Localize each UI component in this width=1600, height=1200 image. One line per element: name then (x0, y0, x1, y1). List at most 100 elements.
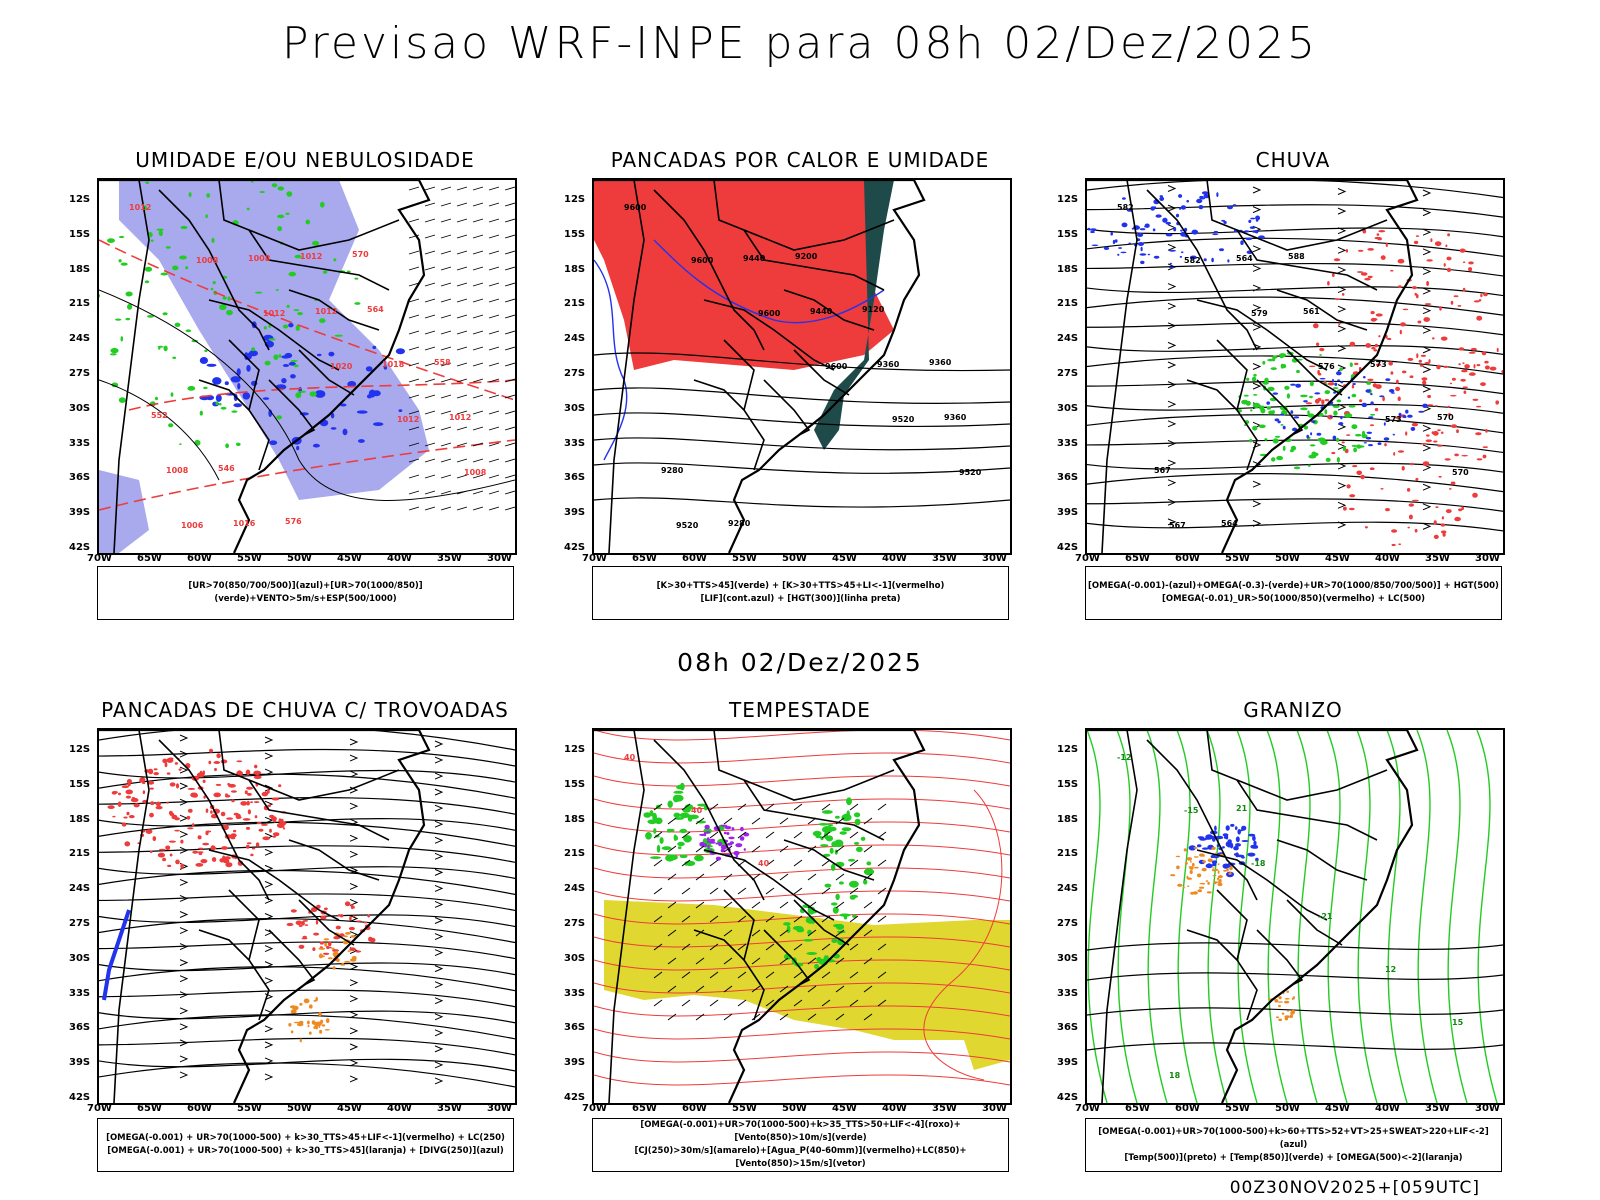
latitude-label: 24S (69, 333, 91, 345)
page-title: Previsao WRF-INPE para 08h 02/Dez/2025 (282, 18, 1318, 69)
map-borders (594, 180, 926, 553)
streamline-loop (923, 789, 1003, 1081)
legend-line: [UR>70(850/700/500)](azul)+[UR>70(1000/8… (188, 581, 423, 604)
longitude-label: 65W (632, 1103, 657, 1114)
contour-label: 558 (434, 358, 451, 367)
contour-label: 1012 (300, 252, 322, 261)
longitude-label: 50W (287, 553, 312, 564)
latitude-label: 42S (564, 1092, 586, 1103)
map-borders (99, 180, 431, 553)
wind-green-east (812, 797, 875, 920)
contour-label: 570 (1452, 468, 1469, 477)
latitude-label: 27S (69, 368, 91, 379)
latitude-label: 33S (1057, 437, 1079, 449)
panel-legend: [UR>70(850/700/500)](azul)+[UR>70(1000/8… (97, 566, 514, 620)
contour-label: 1008 (166, 466, 189, 475)
contour-label: -12 (1117, 753, 1131, 762)
legend-line: [Temp(500)](preto) + [Temp(850)](verde) … (1124, 1152, 1463, 1163)
map-canvas: 582 582 579 576 573 570 567 564 561 573 570 567 564 5… (1087, 180, 1503, 553)
longitude-label: 60W (187, 553, 212, 564)
contour-label: 552 (151, 411, 168, 420)
latitude-label: 15S (69, 228, 91, 240)
thunderstorm-red (107, 748, 287, 869)
heat-storms-red-area (594, 180, 894, 370)
legend-line: [K>30+TTS>45](verde) + [K>30+TTS>45+LI<-… (656, 581, 945, 591)
contour-label: 573 (1370, 360, 1387, 369)
latitude-label: 12S (564, 744, 586, 755)
longitude-label: 55W (732, 553, 757, 564)
contour-label: 582 (1184, 256, 1201, 265)
legend-line: [OMEGA(-0.01)_UR>50(1000/850)(vermelho) … (1161, 594, 1426, 604)
contour-label: 1008 (464, 468, 487, 477)
latitude-label: 30S (69, 402, 91, 414)
latitude-label: 30S (1057, 402, 1079, 414)
contour-label: -18 (1251, 859, 1266, 868)
longitude-label: 70W (582, 1103, 607, 1114)
latitude-label: 39S (564, 507, 586, 519)
contour-labels: 9600 9600 9600 9600 9520 9520 9520 9440 9440 9360… (624, 203, 982, 530)
latitude-label: 24S (69, 883, 91, 895)
latitude-label: 39S (564, 1057, 586, 1069)
panel-title: TEMPESTADE (729, 698, 871, 722)
contour-label: 561 (1303, 307, 1320, 316)
contour-label: 546 (218, 464, 235, 473)
latitude-label: 27S (69, 918, 91, 929)
heat-storms-green-area (814, 180, 894, 450)
longitude-label: 55W (1225, 553, 1250, 564)
longitude-label: 40W (1375, 553, 1400, 564)
longitude-label: 55W (237, 1103, 262, 1114)
legend-line: [OMEGA(-0.001) + UR>70(1000-500) + k>30_… (106, 1133, 505, 1143)
model-run-footer: 00Z30NOV2025+[059UTC] (1229, 1178, 1480, 1198)
contour-label: 9200 (795, 252, 818, 261)
latitude-label: 39S (1057, 507, 1079, 519)
contour-label: 1020 (330, 362, 353, 371)
map-canvas: 40 40 40 (594, 730, 1010, 1103)
contour-label: 12 (1385, 965, 1396, 974)
rain-blue-south (1266, 371, 1428, 447)
contour-label: 9360 (929, 358, 952, 367)
panel-legend: [OMEGA(-0.001) + UR>70(1000-500) + k>30_… (97, 1118, 514, 1172)
latitude-label: 33S (564, 987, 586, 999)
latitude-label: 21S (1057, 848, 1079, 860)
contour-labels: 40 40 40 (624, 753, 770, 868)
contour-label: 40 (691, 806, 703, 815)
longitude-label: 55W (237, 553, 262, 564)
forecast-map: 1012 1008 1012 1020 1012 1008 1006 1008 1012 1018… (97, 178, 517, 555)
latitude-label: 42S (69, 542, 91, 553)
forecast-map: 9600 9600 9600 9600 9520 9520 9520 9440 9440 9360… (592, 178, 1012, 555)
contour-label: 9360 (877, 360, 900, 369)
thickness-lines (99, 239, 515, 511)
longitude-label: 65W (632, 553, 657, 564)
latitude-label: 30S (564, 952, 586, 964)
contour-label: 564 (1236, 254, 1253, 263)
latitude-label: 15S (69, 778, 91, 790)
contour-label: 579 (1251, 309, 1268, 318)
latitude-label: 21S (69, 848, 91, 860)
map-borders (1087, 730, 1419, 1103)
panel-legend: [OMEGA(-0.001)+UR>70(1000-500)+k>35_TTS>… (592, 1118, 1009, 1172)
longitude-label: 35W (437, 1103, 462, 1114)
map-canvas: 9600 9600 9600 9600 9520 9520 9520 9440 9440 9360… (594, 180, 1010, 553)
longitude-label: 65W (1125, 1103, 1150, 1114)
panel-title: GRANIZO (1243, 698, 1343, 722)
longitude-label: 45W (337, 553, 362, 564)
map-borders (1087, 180, 1419, 553)
contour-label: 9600 (691, 256, 714, 265)
latitude-label: 27S (564, 918, 586, 929)
hail-blue (1188, 823, 1259, 878)
latitude-label: 27S (1057, 368, 1079, 379)
wind-vectors (408, 186, 515, 511)
longitude-label: 35W (1425, 553, 1450, 564)
longitude-label: 70W (582, 553, 607, 564)
latitude-label: 12S (564, 194, 586, 205)
latitude-label: 36S (69, 472, 91, 484)
longitude-label: 70W (87, 1103, 112, 1114)
latitude-label: 15S (564, 228, 586, 240)
jet-stream-yellow (604, 900, 1010, 1070)
latitude-label: 36S (1057, 1022, 1079, 1034)
legend-line: [OMEGA(-0.001)-(azul)+OMEGA(-0.3)-(verde… (1088, 581, 1499, 591)
longitude-label: 40W (387, 1103, 412, 1114)
contour-label: 567 (1154, 466, 1171, 475)
contour-label: 21 (1236, 804, 1248, 813)
contour-label: 570 (352, 250, 369, 259)
